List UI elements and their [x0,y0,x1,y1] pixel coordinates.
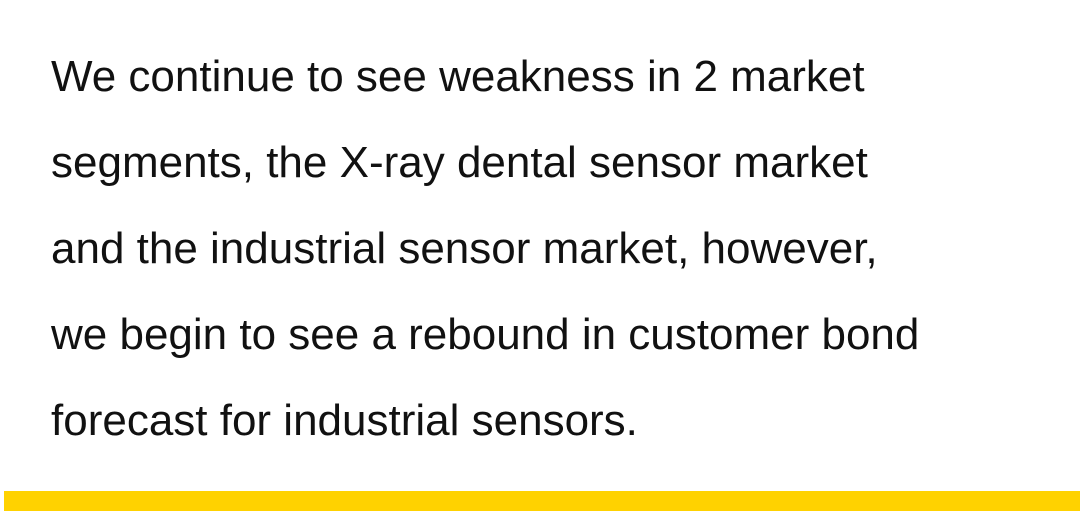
quote-line-5: forecast for industrial sensors. [51,396,638,445]
quote-line-1: We continue to see weakness in 2 market [51,52,865,101]
quote-line-4: we begin to see a rebound in customer bo… [51,310,920,359]
quote-line-3: and the industrial sensor market, howeve… [51,224,878,273]
accent-bar [4,491,1080,511]
quote-text: We continue to see weakness in 2 market … [51,34,1061,464]
quote-line-2: segments, the X-ray dental sensor market [51,138,868,187]
